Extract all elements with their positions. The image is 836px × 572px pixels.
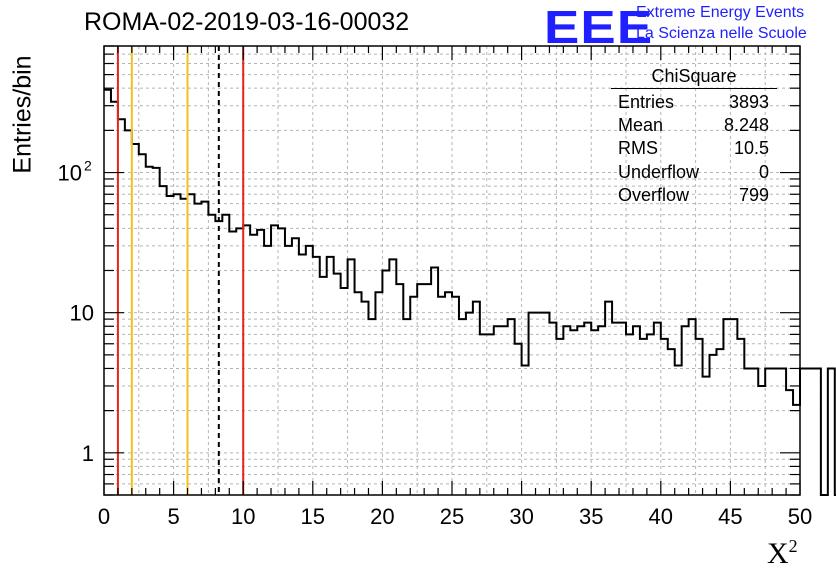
chart-title: ROMA-02-2019-03-16-00032 [84, 8, 410, 36]
stats-value: 799 [738, 184, 769, 205]
x-tick-label: 10 [231, 504, 255, 529]
stats-value: 8.248 [723, 115, 769, 136]
y-tick-label: 10 [70, 301, 94, 326]
eee-logo: EEE [544, 1, 654, 53]
x-axis-label: X2 [767, 536, 798, 571]
x-tick-label: 25 [440, 504, 464, 529]
x-tick-label: 20 [370, 504, 394, 529]
x-tick-label: 5 [167, 504, 179, 529]
stats-label: Underflow [618, 161, 700, 182]
stats-row-mean: Mean 8.248 [611, 114, 777, 137]
x-tick-label: 0 [98, 504, 110, 529]
x-axis-label-sup: 2 [788, 536, 798, 556]
stats-box: ChiSquare Entries 3893 Mean 8.248 RMS 10.5 … [611, 66, 777, 207]
x-tick-label: 40 [649, 504, 673, 529]
logo-line1: Extreme Energy Events [636, 4, 805, 21]
stats-row-underflow: Underflow 0 [611, 161, 777, 184]
stats-label: Entries [618, 92, 675, 112]
x-axis-label-base: X [767, 537, 789, 570]
y-tick-label: 10 [58, 161, 82, 186]
x-tick-label: 50 [788, 504, 812, 529]
stats-label: Mean [618, 115, 664, 136]
x-tick-label: 35 [579, 504, 603, 529]
y-tick-label-sup: 2 [84, 158, 92, 174]
stats-row-entries: Entries 3893 [611, 91, 777, 114]
stats-value: 0 [758, 161, 769, 182]
stats-label: RMS [618, 138, 658, 159]
stats-title: ChiSquare [611, 66, 777, 89]
stats-row-overflow: Overflow 799 [611, 184, 777, 207]
stats-value: 3893 [728, 92, 769, 112]
x-tick-label: 15 [301, 504, 325, 529]
y-tick-label: 1 [82, 441, 94, 466]
x-tick-label: 45 [718, 504, 742, 529]
x-tick-label: 30 [509, 504, 533, 529]
logo-line2: La Scienza nelle Scuole [636, 25, 807, 42]
stats-row-rms: RMS 10.5 [611, 137, 777, 160]
stats-value: 10.5 [733, 138, 769, 159]
stats-label: Overflow [618, 184, 690, 205]
